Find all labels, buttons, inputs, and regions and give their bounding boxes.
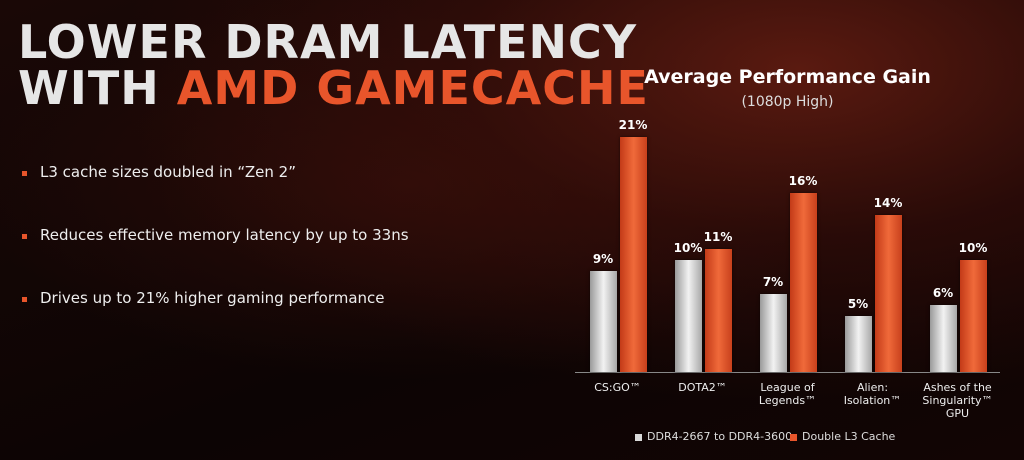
value-label: 7%	[762, 274, 784, 289]
bar	[929, 304, 957, 372]
x-tick-label: Ashes of the Singularity™ GPU	[922, 381, 993, 420]
value-label: 16%	[788, 173, 818, 188]
bullet-text: Reduces effective memory latency by up t…	[40, 226, 409, 244]
legend-label: DDR4-2667 to DDR4-3600	[647, 430, 793, 443]
headline: WITH AMD GAMECACHE	[18, 64, 649, 112]
value-label: 9%	[592, 252, 614, 267]
value-label: 21%	[618, 117, 648, 132]
value-label: 6%	[932, 285, 954, 300]
bullet-text: L3 cache sizes doubled in “Zen 2”	[40, 163, 296, 181]
chart-subtitle: (1080p High)	[741, 94, 834, 110]
bullet: Drives up to 21% higher gaming performan…	[22, 289, 385, 307]
bar	[844, 316, 872, 372]
headline-highlight: AMD GAMECACHE	[176, 61, 649, 115]
headline: LOWER DRAM LATENCY	[18, 15, 638, 69]
bar	[759, 293, 787, 372]
value-label: 10%	[958, 241, 988, 255]
bar	[959, 260, 987, 372]
value-label: 5%	[847, 297, 869, 311]
value-label: 11%	[703, 229, 733, 244]
x-tick-label: Alien: Isolation™	[843, 381, 902, 407]
bar	[704, 248, 732, 372]
chart-title: Average Performance Gain	[644, 66, 931, 88]
bullet-text: Drives up to 21% higher gaming performan…	[40, 289, 385, 307]
x-tick-label: League of Legends™	[758, 381, 817, 407]
bar	[589, 271, 617, 372]
bullet: L3 cache sizes doubled in “Zen 2”	[22, 163, 296, 181]
x-tick-label: DOTA2™	[678, 381, 727, 394]
bullet: Reduces effective memory latency by up t…	[22, 226, 409, 244]
legend-swatch	[790, 434, 797, 441]
bar	[674, 260, 702, 372]
x-axis	[575, 372, 1000, 373]
headline-part: WITH	[18, 61, 160, 115]
bar	[789, 192, 817, 372]
legend-label: Double L3 Cache	[802, 430, 896, 443]
bar	[619, 136, 647, 372]
value-label: 10%	[673, 241, 703, 255]
value-label: 14%	[873, 196, 903, 211]
legend-swatch	[635, 434, 642, 441]
x-tick-label: CS:GO™	[594, 381, 641, 394]
bar	[874, 215, 902, 372]
